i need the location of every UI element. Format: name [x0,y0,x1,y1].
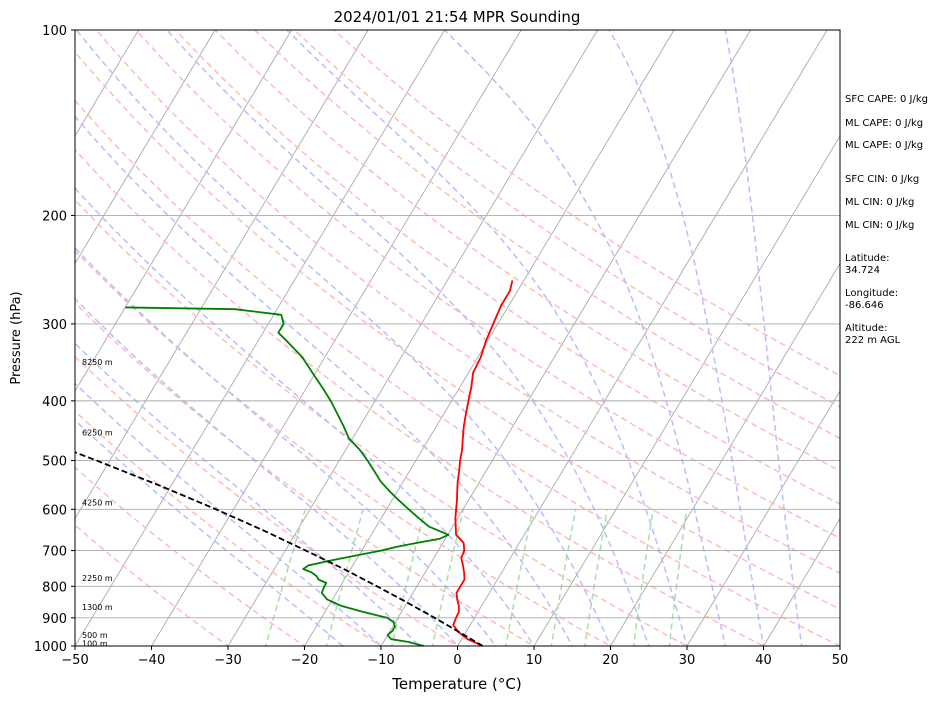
annotation-text: ML CIN: 0 J/kg [845,220,914,231]
dry-adiabat-line [96,30,947,659]
moist-adiabat-line [167,30,653,659]
annotation-text: SFC CAPE: 0 J/kg [845,94,928,105]
isotherm-line [144,16,530,659]
mixing-ratio-line [632,509,653,659]
isotherm-line [450,16,836,659]
moist-adiabat-line [445,30,729,659]
x-tick-label: −20 [291,653,318,668]
height-label: 100 m [82,639,108,648]
isotherm-line [0,16,300,659]
annotation-text: ML CAPE: 0 J/kg [845,140,923,151]
isotherm-line [220,16,606,659]
x-tick-label: −50 [61,653,88,668]
dry-adiabat-line [215,30,947,659]
x-tick-label: −30 [214,653,241,668]
x-tick-label: 30 [679,653,696,668]
annotation-text: Latitude: [845,253,890,264]
annotation-text: Longitude: [845,288,898,299]
y-tick-label: 200 [42,209,67,224]
y-tick-label: 300 [42,318,67,333]
dry-adiabat-line [0,30,246,659]
parcel-path-line [0,310,483,646]
annotation-text: SFC CIN: 0 J/kg [845,174,919,185]
mixing-ratio-line [430,509,464,659]
mixing-ratio-line [389,509,425,659]
dry-adiabat-line [255,30,947,659]
dry-adiabat-line [57,30,945,659]
y-tick-label: 800 [42,580,67,595]
y-tick-label: 100 [42,24,67,39]
series-layer [0,280,512,646]
plot-frame [75,30,840,646]
height-label: 2250 m [82,574,113,583]
y-ticks: 100 200 300 400 500 600 700 800 900 1000 [34,24,75,655]
x-axis-label: Temperature (°C) [391,675,521,693]
mixing-ratio-line [262,509,306,659]
dry-adiabat-line [0,30,557,659]
dry-adiabat-line [17,30,867,659]
x-tick-label: −40 [138,653,165,668]
y-tick-label: 500 [42,455,67,470]
height-label: 6250 m [82,428,113,437]
annotation-text: Altitude: [845,323,887,334]
x-tick-label: 40 [755,653,772,668]
y-tick-label: 600 [42,503,67,518]
annotation-text: ML CAPE: 0 J/kg [845,118,923,129]
annotation-text: -86.646 [845,300,884,311]
moist-adiabat-line [0,30,432,659]
height-label: 4250 m [82,499,113,508]
x-tick-label: 50 [832,653,849,668]
height-label: 1300 m [82,603,113,612]
dewpoint-profile-line [125,307,448,646]
x-tick-label: −10 [367,653,394,668]
y-axis-label: Pressure (hPa) [9,291,24,384]
y-tick-label: 700 [42,545,67,560]
dry-adiabat-line [0,30,712,659]
height-label: 8250 m [82,358,113,367]
chart-title: 2024/01/01 21:54 MPR Sounding [334,8,581,26]
moist-adiabat-line [76,30,616,659]
x-tick-label: 20 [602,653,619,668]
isotherm-line [297,16,683,659]
moist-adiabat-line [287,30,691,659]
y-tick-label: 900 [42,612,67,627]
y-tick-label: 400 [42,395,67,410]
dry-adiabat-line [0,30,324,659]
sounding-annotations: SFC CAPE: 0 J/kg ML CAPE: 0 J/kg ML CAPE: … [845,94,928,346]
pressure-gridlines [75,30,840,646]
x-ticks: −50 −40 −30 −20 −10 0 10 20 30 40 50 [61,646,848,668]
temperature-profile-line [453,280,512,646]
annotation-text: ML CIN: 0 J/kg [845,197,914,208]
moist-adiabat-line [6,30,579,659]
moist-adiabat-line [609,30,766,659]
mixing-ratio-line [323,509,363,659]
dry-adiabat-line [0,30,479,659]
dry-adiabat-line [0,30,634,659]
y-tick-label: 1000 [34,640,67,655]
background-lines [0,16,947,659]
x-tick-label: 10 [526,653,543,668]
x-tick-label: 0 [453,653,461,668]
annotation-text: 222 m AGL [845,335,901,346]
moist-adiabat-line [725,30,803,659]
annotation-text: 34.724 [845,265,880,276]
